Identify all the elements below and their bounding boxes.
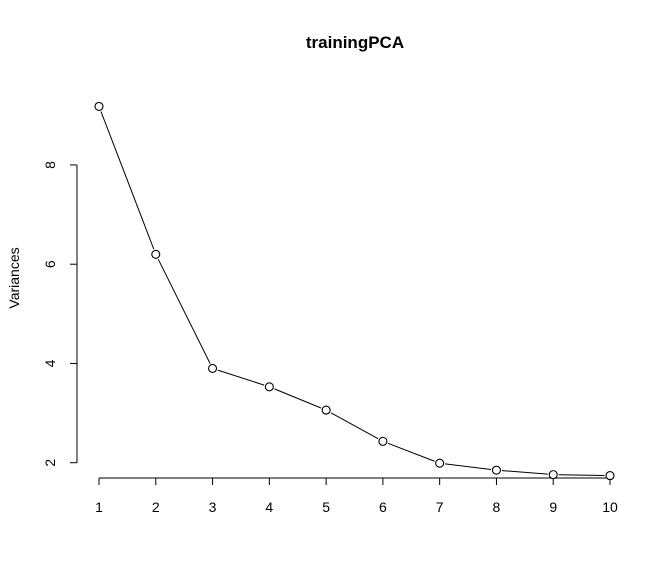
series-segment [330,412,379,440]
y-axis-label: Variances [6,247,22,308]
y-tick-label-4: 4 [42,359,58,367]
series-segment [100,111,155,250]
data-point-1 [94,101,104,111]
x-tick-label-4: 4 [265,499,273,515]
x-tick-label-3: 3 [209,499,217,515]
x-axis: 1 2 3 4 5 6 7 8 9 10 [95,477,618,515]
data-point-9 [548,470,558,480]
data-point-8 [491,465,501,475]
data-point-5 [321,405,331,415]
data-point-10 [605,471,615,481]
data-point-4 [264,382,274,392]
series-segment [445,463,492,470]
y-tick-label-8: 8 [42,161,58,169]
series [94,101,615,481]
x-tick-label-8: 8 [493,499,501,515]
y-tick-label-2: 2 [42,459,58,467]
data-point-6 [378,436,388,446]
y-tick-label-6: 6 [42,260,58,268]
x-tick-label-10: 10 [602,499,618,515]
series-segment [501,470,548,475]
x-tick-label-5: 5 [322,499,330,515]
x-tick-label-6: 6 [379,499,387,515]
x-tick-label-7: 7 [436,499,444,515]
series-segment [558,474,605,477]
data-point-2 [151,249,161,259]
x-tick-label-1: 1 [95,499,103,515]
y-axis: 2 4 6 8 [42,161,78,467]
data-point-7 [435,458,445,468]
series-segment [387,442,435,462]
data-point-3 [208,363,218,373]
series-segment [217,369,265,386]
chart-title: trainingPCA [306,33,404,52]
x-tick-label-9: 9 [549,499,557,515]
x-tick-label-2: 2 [152,499,160,515]
series-segment [157,258,211,364]
series-segment [274,388,322,409]
